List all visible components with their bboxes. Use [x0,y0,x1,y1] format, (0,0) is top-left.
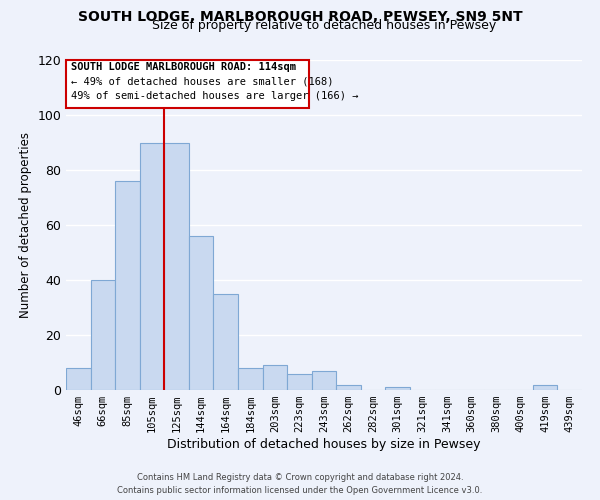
Text: Contains HM Land Registry data © Crown copyright and database right 2024.
Contai: Contains HM Land Registry data © Crown c… [118,474,482,495]
Text: SOUTH LODGE MARLBOROUGH ROAD: 114sqm: SOUTH LODGE MARLBOROUGH ROAD: 114sqm [71,62,296,72]
Text: 49% of semi-detached houses are larger (166) →: 49% of semi-detached houses are larger (… [71,90,359,101]
Text: SOUTH LODGE, MARLBOROUGH ROAD, PEWSEY, SN9 5NT: SOUTH LODGE, MARLBOROUGH ROAD, PEWSEY, S… [77,10,523,24]
FancyBboxPatch shape [66,60,308,108]
X-axis label: Distribution of detached houses by size in Pewsey: Distribution of detached houses by size … [167,438,481,451]
Bar [385,387,410,390]
Bar [263,365,287,390]
Bar [189,236,214,390]
Title: Size of property relative to detached houses in Pewsey: Size of property relative to detached ho… [152,20,496,32]
Bar [115,181,140,390]
Bar [214,294,238,390]
Bar [164,142,189,390]
Bar [533,384,557,390]
Bar [140,142,164,390]
Text: ← 49% of detached houses are smaller (168): ← 49% of detached houses are smaller (16… [71,76,334,86]
Bar [336,384,361,390]
Y-axis label: Number of detached properties: Number of detached properties [19,132,32,318]
Bar [238,368,263,390]
Bar [66,368,91,390]
Bar [287,374,312,390]
Bar [312,371,336,390]
Bar [91,280,115,390]
